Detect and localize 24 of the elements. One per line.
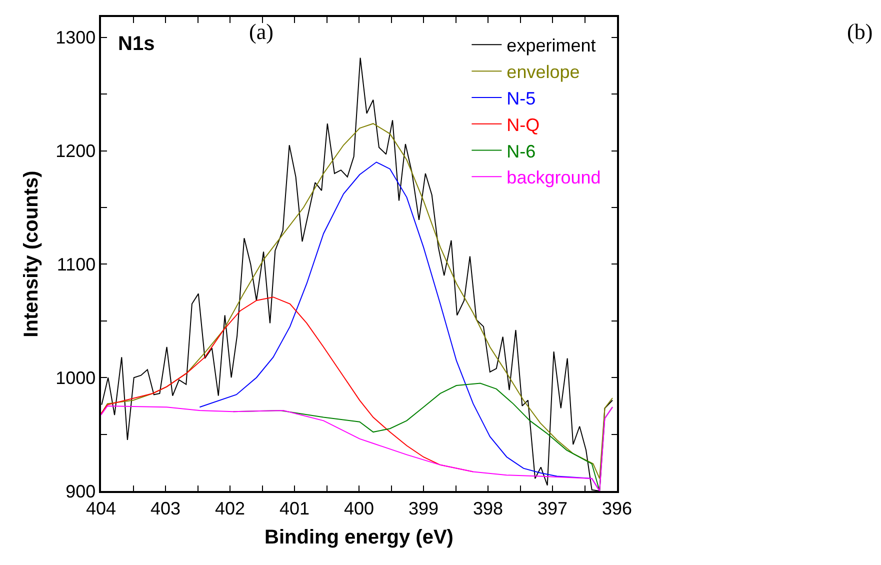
annotation: N1s: [118, 33, 155, 55]
legend-label: envelope: [506, 62, 580, 82]
y-tick-label: 1200: [56, 141, 96, 162]
x-tick-label: 399: [408, 498, 439, 518]
legend-label: N-Q: [506, 114, 540, 135]
legend-label: experiment: [506, 36, 596, 56]
x-tick-label: 403: [150, 498, 181, 518]
legend-label: N-6: [506, 141, 536, 162]
line-series: [101, 405, 613, 491]
text: (b): [847, 19, 873, 44]
annotation: (a): [249, 19, 274, 44]
legend-label: N-5: [506, 88, 536, 108]
x-tick-label: 397: [537, 498, 568, 518]
x-tick-label: 401: [279, 498, 310, 518]
y-tick-label: 1000: [56, 368, 96, 388]
x-tick-label: 400: [344, 498, 374, 518]
y-axis-title: Intensity (counts): [20, 170, 43, 338]
y-tick-label: 1100: [56, 254, 96, 275]
x-tick-label: 402: [214, 498, 246, 518]
legend-label: background: [506, 168, 601, 188]
x-axis-title: Binding energy (eV): [264, 526, 454, 548]
y-tick-label: 1300: [56, 28, 96, 48]
x-tick-label: 398: [472, 498, 504, 518]
x-tick-label: 396: [602, 498, 632, 518]
